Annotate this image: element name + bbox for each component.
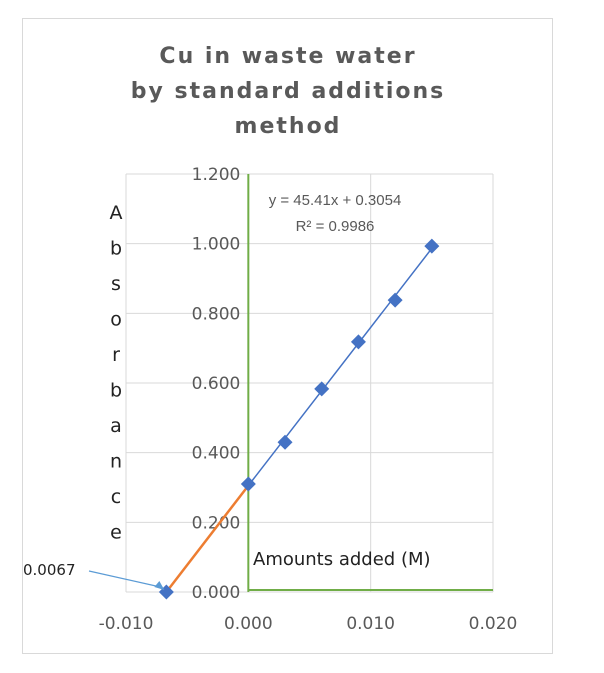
x-intercept-label: 0.0067 bbox=[23, 561, 76, 579]
y-axis-label-letter-6: a bbox=[110, 415, 122, 437]
callout-leader-line bbox=[88, 570, 161, 588]
data-point-3 bbox=[350, 334, 366, 350]
y-axis-label-letter-7: n bbox=[110, 451, 122, 473]
y-tick-label-6: 1.200 bbox=[192, 165, 241, 185]
x-tick-label-2: 0.010 bbox=[346, 614, 395, 634]
y-tick-label-0: 0.000 bbox=[192, 583, 241, 603]
y-axis-label-letter-4: r bbox=[112, 344, 120, 366]
reference-axes bbox=[247, 174, 493, 592]
data-point-1 bbox=[277, 434, 293, 450]
chart-frame: Cu in waste water by standard additions … bbox=[22, 18, 553, 654]
trendline-r-squared: R² = 0.9986 bbox=[296, 218, 375, 235]
x-intercept-callout: 0.0067 bbox=[23, 561, 165, 590]
y-tick-label-2: 0.400 bbox=[192, 444, 241, 464]
data-point-2 bbox=[314, 381, 330, 397]
data-point-4 bbox=[387, 292, 403, 308]
chart-title-line-2: by standard additions bbox=[131, 79, 446, 104]
fit-lines bbox=[165, 247, 433, 593]
y-axis-label-letter-9: e bbox=[110, 522, 122, 544]
trendline-equation-text: y = 45.41x + 0.3054 bbox=[269, 192, 402, 209]
y-axis-label-letter-3: o bbox=[110, 309, 122, 331]
data-points bbox=[158, 238, 440, 600]
y-tick-label-3: 0.600 bbox=[192, 374, 241, 394]
gridlines bbox=[125, 173, 494, 593]
x-tick-label-0: -0.010 bbox=[99, 614, 154, 634]
x-axis-label: Amounts added (M) bbox=[253, 549, 431, 570]
chart-title-line-3: method bbox=[235, 114, 342, 139]
y-axis-label-letter-1: b bbox=[110, 238, 122, 260]
y-tick-label-4: 0.800 bbox=[192, 304, 241, 324]
x-axis-tick-labels: -0.010 0.000 0.010 0.020 bbox=[99, 614, 518, 634]
x-tick-label-1: 0.000 bbox=[224, 614, 273, 634]
data-point-0 bbox=[240, 476, 256, 492]
chart-title: Cu in waste water by standard additions … bbox=[131, 44, 446, 139]
y-axis-label-letter-0: A bbox=[110, 202, 123, 224]
y-tick-label-5: 1.000 bbox=[192, 235, 241, 255]
y-axis-label-letter-5: b bbox=[110, 380, 122, 402]
y-tick-label-1: 0.200 bbox=[192, 513, 241, 533]
callout-arrowhead bbox=[154, 581, 165, 590]
extrapolation-line bbox=[165, 484, 250, 593]
x-tick-label-3: 0.020 bbox=[469, 614, 518, 634]
y-axis-label-letter-2: s bbox=[111, 273, 121, 295]
trendline-equation: y = 45.41x + 0.3054 R² = 0.9986 bbox=[269, 192, 402, 235]
chart-svg: Cu in waste water by standard additions … bbox=[23, 44, 518, 634]
y-axis-tick-labels: 0.000 0.200 0.400 0.600 0.800 1.000 1.200 bbox=[192, 165, 241, 603]
chart-title-line-1: Cu in waste water bbox=[159, 44, 416, 69]
y-axis-label-letter-8: c bbox=[111, 486, 121, 508]
data-point-5 bbox=[424, 238, 440, 254]
trendline bbox=[247, 247, 433, 487]
